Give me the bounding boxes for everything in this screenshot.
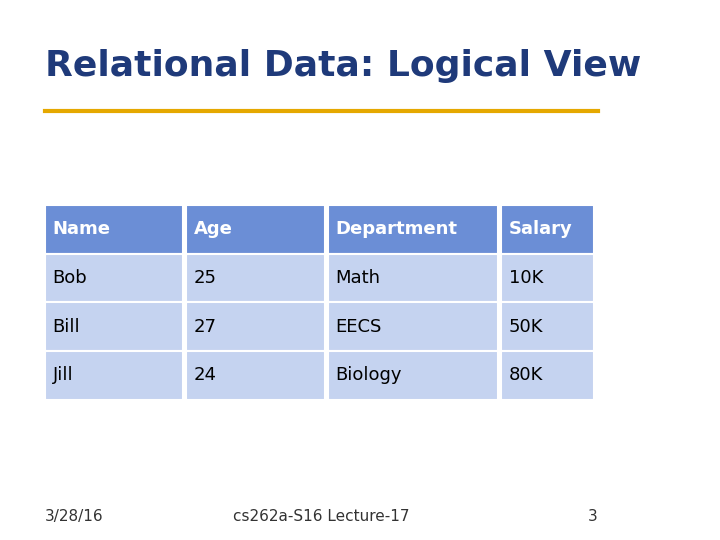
FancyBboxPatch shape [186, 302, 325, 351]
FancyBboxPatch shape [328, 254, 498, 302]
FancyBboxPatch shape [501, 351, 595, 400]
Text: 24: 24 [194, 366, 217, 384]
Text: 80K: 80K [509, 366, 544, 384]
Text: Bob: Bob [53, 269, 87, 287]
FancyBboxPatch shape [501, 302, 595, 351]
Text: 25: 25 [194, 269, 217, 287]
Text: Department: Department [336, 220, 457, 239]
FancyBboxPatch shape [501, 254, 595, 302]
FancyBboxPatch shape [328, 351, 498, 400]
FancyBboxPatch shape [328, 302, 498, 351]
Text: Jill: Jill [53, 366, 73, 384]
Text: 50K: 50K [509, 318, 544, 336]
Text: Relational Data: Logical View: Relational Data: Logical View [45, 49, 642, 83]
Text: 3: 3 [588, 509, 598, 524]
FancyBboxPatch shape [186, 205, 325, 254]
FancyBboxPatch shape [45, 302, 183, 351]
Text: EECS: EECS [336, 318, 382, 336]
Text: 27: 27 [194, 318, 217, 336]
FancyBboxPatch shape [328, 205, 498, 254]
Text: Bill: Bill [53, 318, 81, 336]
Text: Biology: Biology [336, 366, 402, 384]
Text: Age: Age [194, 220, 233, 239]
Text: 3/28/16: 3/28/16 [45, 509, 104, 524]
Text: cs262a-S16 Lecture-17: cs262a-S16 Lecture-17 [233, 509, 410, 524]
FancyBboxPatch shape [501, 205, 595, 254]
Text: Name: Name [53, 220, 111, 239]
FancyBboxPatch shape [45, 351, 183, 400]
FancyBboxPatch shape [186, 351, 325, 400]
FancyBboxPatch shape [186, 254, 325, 302]
FancyBboxPatch shape [45, 254, 183, 302]
FancyBboxPatch shape [45, 205, 183, 254]
Text: Math: Math [336, 269, 380, 287]
Text: 10K: 10K [509, 269, 544, 287]
Text: Salary: Salary [509, 220, 573, 239]
